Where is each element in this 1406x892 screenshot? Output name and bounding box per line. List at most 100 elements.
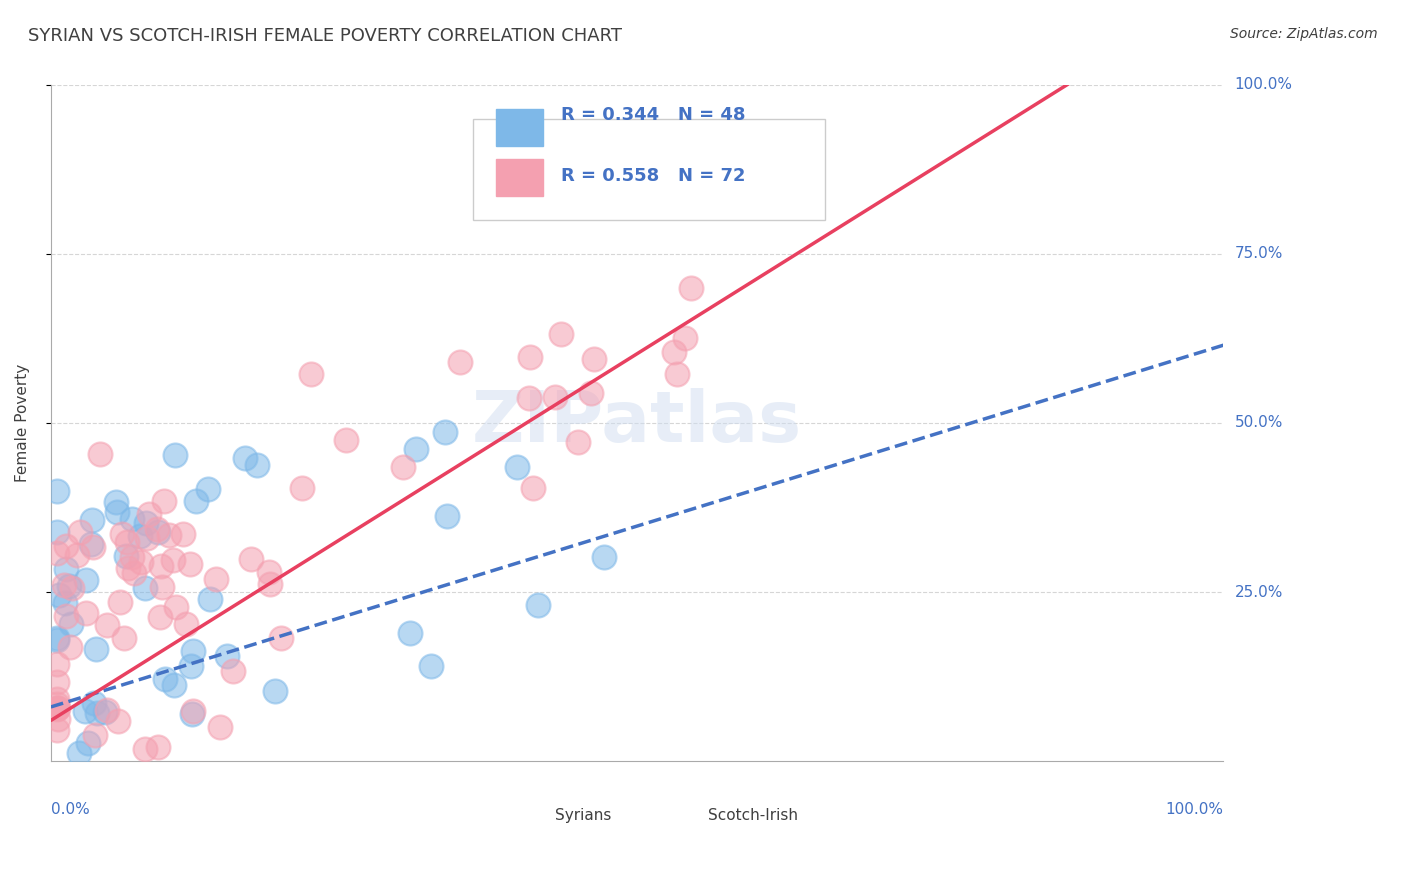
Y-axis label: Female Poverty: Female Poverty [15, 364, 30, 482]
Point [246, 458, 269, 472]
Point [45, 692, 67, 706]
Point [134, 581, 156, 595]
Point [45, 657, 67, 671]
Point [75, 606, 97, 620]
Point [519, 351, 541, 365]
Point [111, 526, 134, 541]
Text: R = 0.558   N = 72: R = 0.558 N = 72 [561, 167, 745, 186]
Text: 100.0%: 100.0% [1234, 78, 1292, 93]
Point [163, 448, 186, 462]
Point [163, 678, 186, 692]
Point [55, 539, 77, 553]
Point [45, 701, 67, 715]
Point [184, 494, 207, 508]
Point [579, 385, 602, 400]
Point [405, 442, 427, 456]
Point [84, 728, 107, 742]
Point [270, 631, 292, 645]
Point [145, 522, 167, 536]
Point [517, 391, 540, 405]
Point [527, 599, 550, 613]
Point [398, 626, 420, 640]
Point [136, 531, 159, 545]
Point [76, 736, 98, 750]
Point [122, 566, 145, 580]
Point [129, 555, 152, 569]
FancyBboxPatch shape [496, 160, 543, 196]
Point [162, 553, 184, 567]
Text: 75.0%: 75.0% [1234, 246, 1282, 261]
Point [299, 368, 322, 382]
Point [73, 705, 96, 719]
FancyBboxPatch shape [496, 802, 543, 829]
Point [681, 281, 703, 295]
Point [259, 577, 281, 591]
Point [146, 740, 169, 755]
Point [55, 609, 77, 624]
Point [52, 578, 75, 592]
Point [157, 527, 180, 541]
Point [197, 483, 219, 497]
Point [86, 706, 108, 720]
Point [183, 644, 205, 658]
Point [84, 642, 107, 657]
Point [174, 617, 197, 632]
Point [165, 600, 187, 615]
Point [115, 549, 138, 563]
Point [53, 596, 76, 610]
Text: R = 0.344   N = 48: R = 0.344 N = 48 [561, 106, 745, 124]
Text: Scotch-Irish: Scotch-Irish [707, 807, 797, 822]
Point [107, 505, 129, 519]
Text: 100.0%: 100.0% [1166, 802, 1223, 816]
Point [392, 460, 415, 475]
Point [204, 572, 226, 586]
Point [544, 390, 567, 404]
Point [222, 665, 245, 679]
Point [67, 746, 90, 760]
Point [138, 507, 160, 521]
Point [45, 702, 67, 716]
Text: SYRIAN VS SCOTCH-IRISH FEMALE POVERTY CORRELATION CHART: SYRIAN VS SCOTCH-IRISH FEMALE POVERTY CO… [28, 27, 621, 45]
Point [522, 481, 544, 495]
Point [198, 592, 221, 607]
Point [436, 508, 458, 523]
Point [172, 526, 194, 541]
Point [89, 447, 111, 461]
FancyBboxPatch shape [650, 802, 696, 829]
Point [673, 331, 696, 345]
Point [45, 674, 67, 689]
Point [128, 529, 150, 543]
Point [150, 558, 173, 573]
Point [115, 534, 138, 549]
Point [121, 549, 143, 564]
Point [55, 562, 77, 576]
Point [48, 701, 70, 715]
Point [419, 659, 441, 673]
Point [66, 549, 89, 563]
Point [181, 704, 204, 718]
Point [104, 495, 127, 509]
Text: 0.0%: 0.0% [51, 802, 90, 816]
Point [233, 451, 256, 466]
Point [59, 640, 82, 654]
Point [96, 618, 118, 632]
Point [550, 327, 572, 342]
Point [107, 714, 129, 728]
Point [82, 540, 104, 554]
Point [80, 537, 103, 551]
Point [257, 566, 280, 580]
Point [134, 742, 156, 756]
Point [153, 494, 176, 508]
Point [108, 594, 131, 608]
Point [45, 525, 67, 540]
Point [46, 712, 69, 726]
Point [75, 573, 97, 587]
Point [449, 355, 471, 369]
Point [135, 516, 157, 530]
FancyBboxPatch shape [472, 119, 825, 220]
Point [59, 617, 82, 632]
Point [215, 649, 238, 664]
Text: 50.0%: 50.0% [1234, 416, 1282, 431]
Point [291, 481, 314, 495]
Point [69, 525, 91, 540]
